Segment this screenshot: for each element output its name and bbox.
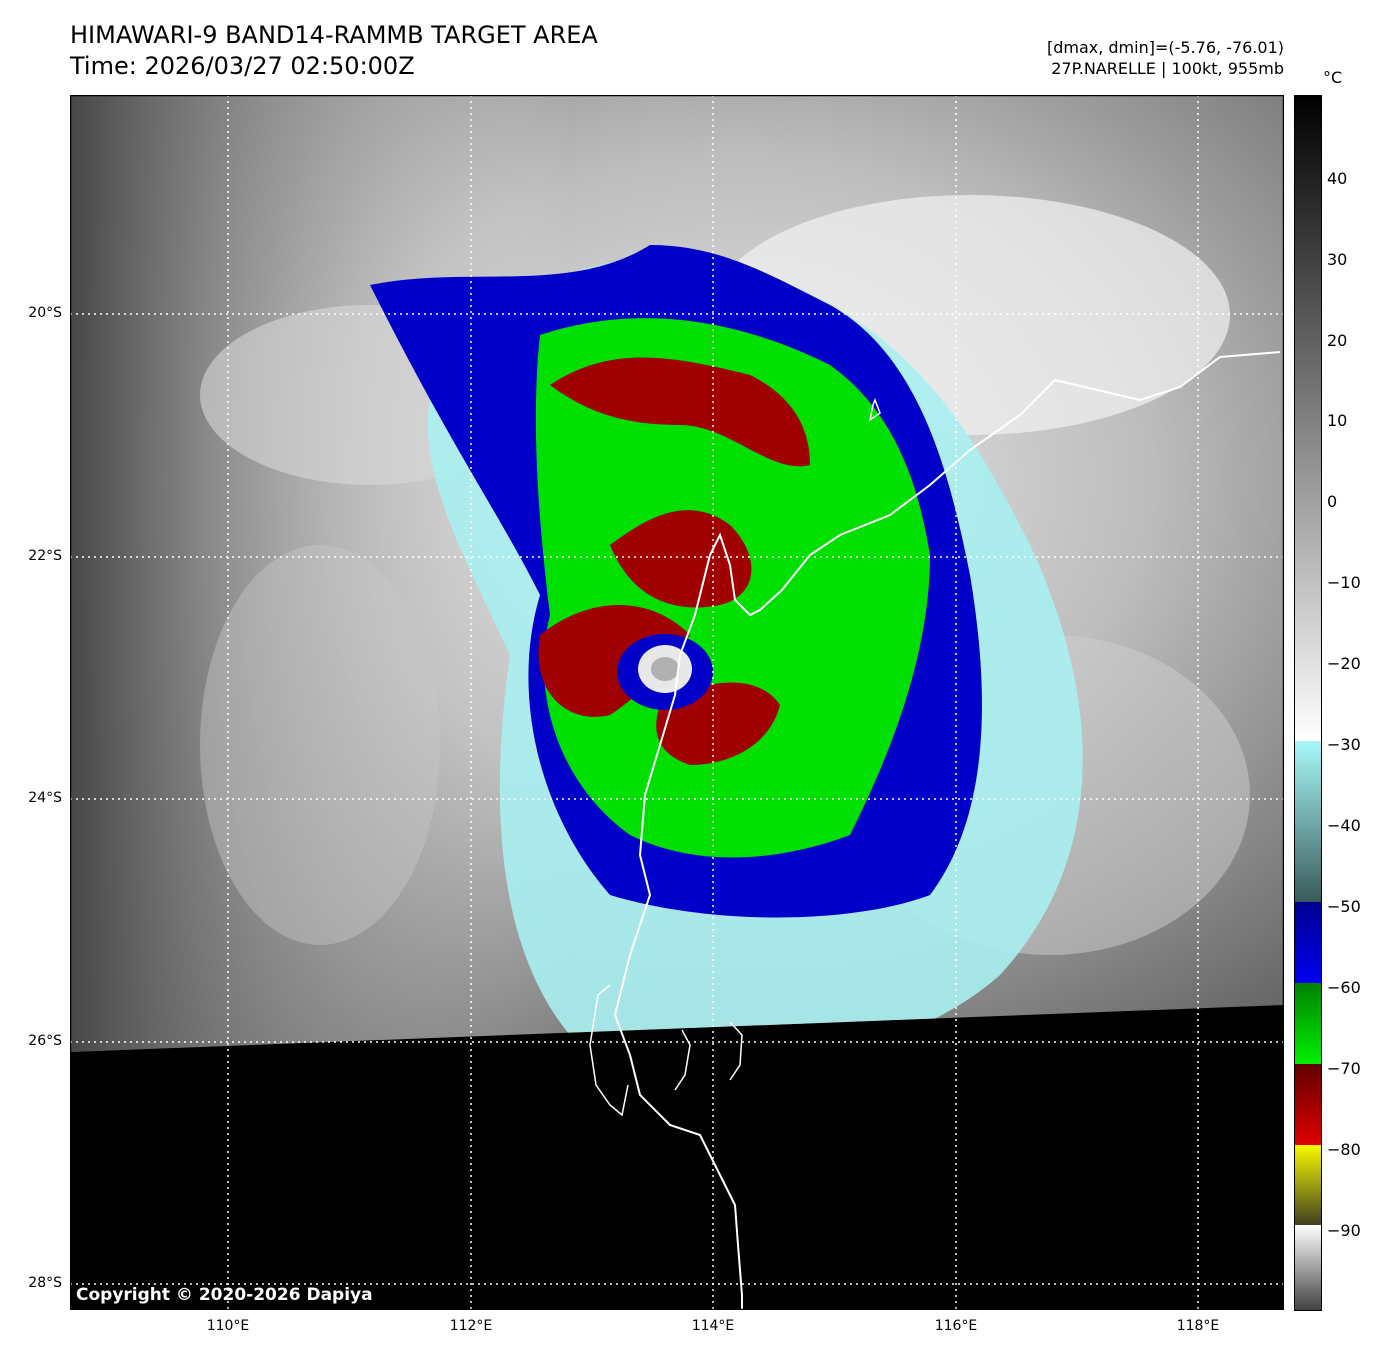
coastline xyxy=(613,351,1281,1310)
red-core-north xyxy=(550,357,810,467)
colorbar-tick: −60 xyxy=(1327,978,1361,997)
lon-label-112e: 112°E xyxy=(449,1318,493,1334)
lat-label-26s: 26°S xyxy=(28,1033,62,1049)
map-frame xyxy=(70,95,1284,1310)
colorbar-tick: −10 xyxy=(1327,573,1361,592)
red-core-center xyxy=(610,510,752,608)
figure-title: HIMAWARI-9 BAND14-RAMMB TARGET AREA xyxy=(70,21,598,49)
lon-label-116e: 116°E xyxy=(934,1318,978,1334)
colorbar-tick: 30 xyxy=(1327,250,1348,269)
satellite-map: Copyright © 2020-2026 Dapiya xyxy=(70,95,1284,1310)
lat-label-20s: 20°S xyxy=(28,305,62,321)
storm-info: 27P.NARELLE | 100kt, 955mb xyxy=(1051,59,1284,78)
lon-label-114e: 114°E xyxy=(691,1318,735,1334)
colorbar-tick: −80 xyxy=(1327,1140,1361,1159)
colorbar-tick: −20 xyxy=(1327,654,1361,673)
colorbar-unit: °C xyxy=(1323,68,1343,87)
copyright-text: Copyright © 2020-2026 Dapiya xyxy=(76,1285,373,1305)
colorbar-tick: −90 xyxy=(1327,1221,1361,1240)
colorbar-tick: −30 xyxy=(1327,735,1361,754)
lat-label-28s: 28°S xyxy=(28,1275,62,1291)
gridlines xyxy=(70,95,1284,1310)
colorbar-tick: 10 xyxy=(1327,411,1348,430)
island xyxy=(868,397,881,422)
lat-label-24s: 24°S xyxy=(28,790,62,806)
colorbar-tick: 40 xyxy=(1327,169,1348,188)
figure-time: Time: 2026/03/27 02:50:00Z xyxy=(70,52,415,80)
red-core-west xyxy=(538,605,690,717)
coastline-bay xyxy=(589,984,629,1117)
colorbar-tick: −50 xyxy=(1327,897,1361,916)
colorbar-tick: −40 xyxy=(1327,816,1361,835)
colorbar xyxy=(1294,95,1322,1311)
lat-label-22s: 22°S xyxy=(28,548,62,564)
colorbar-tick: 20 xyxy=(1327,331,1348,350)
dmax-dmin-readout: [dmax, dmin]=(-5.76, -76.01) xyxy=(1046,38,1284,57)
lon-label-110e: 110°E xyxy=(206,1318,250,1334)
lon-label-118e: 118°E xyxy=(1176,1318,1220,1334)
colorbar-tick: 0 xyxy=(1327,492,1338,511)
cloud-imagery xyxy=(70,95,1284,1052)
colorbar-tick: −70 xyxy=(1327,1059,1361,1078)
